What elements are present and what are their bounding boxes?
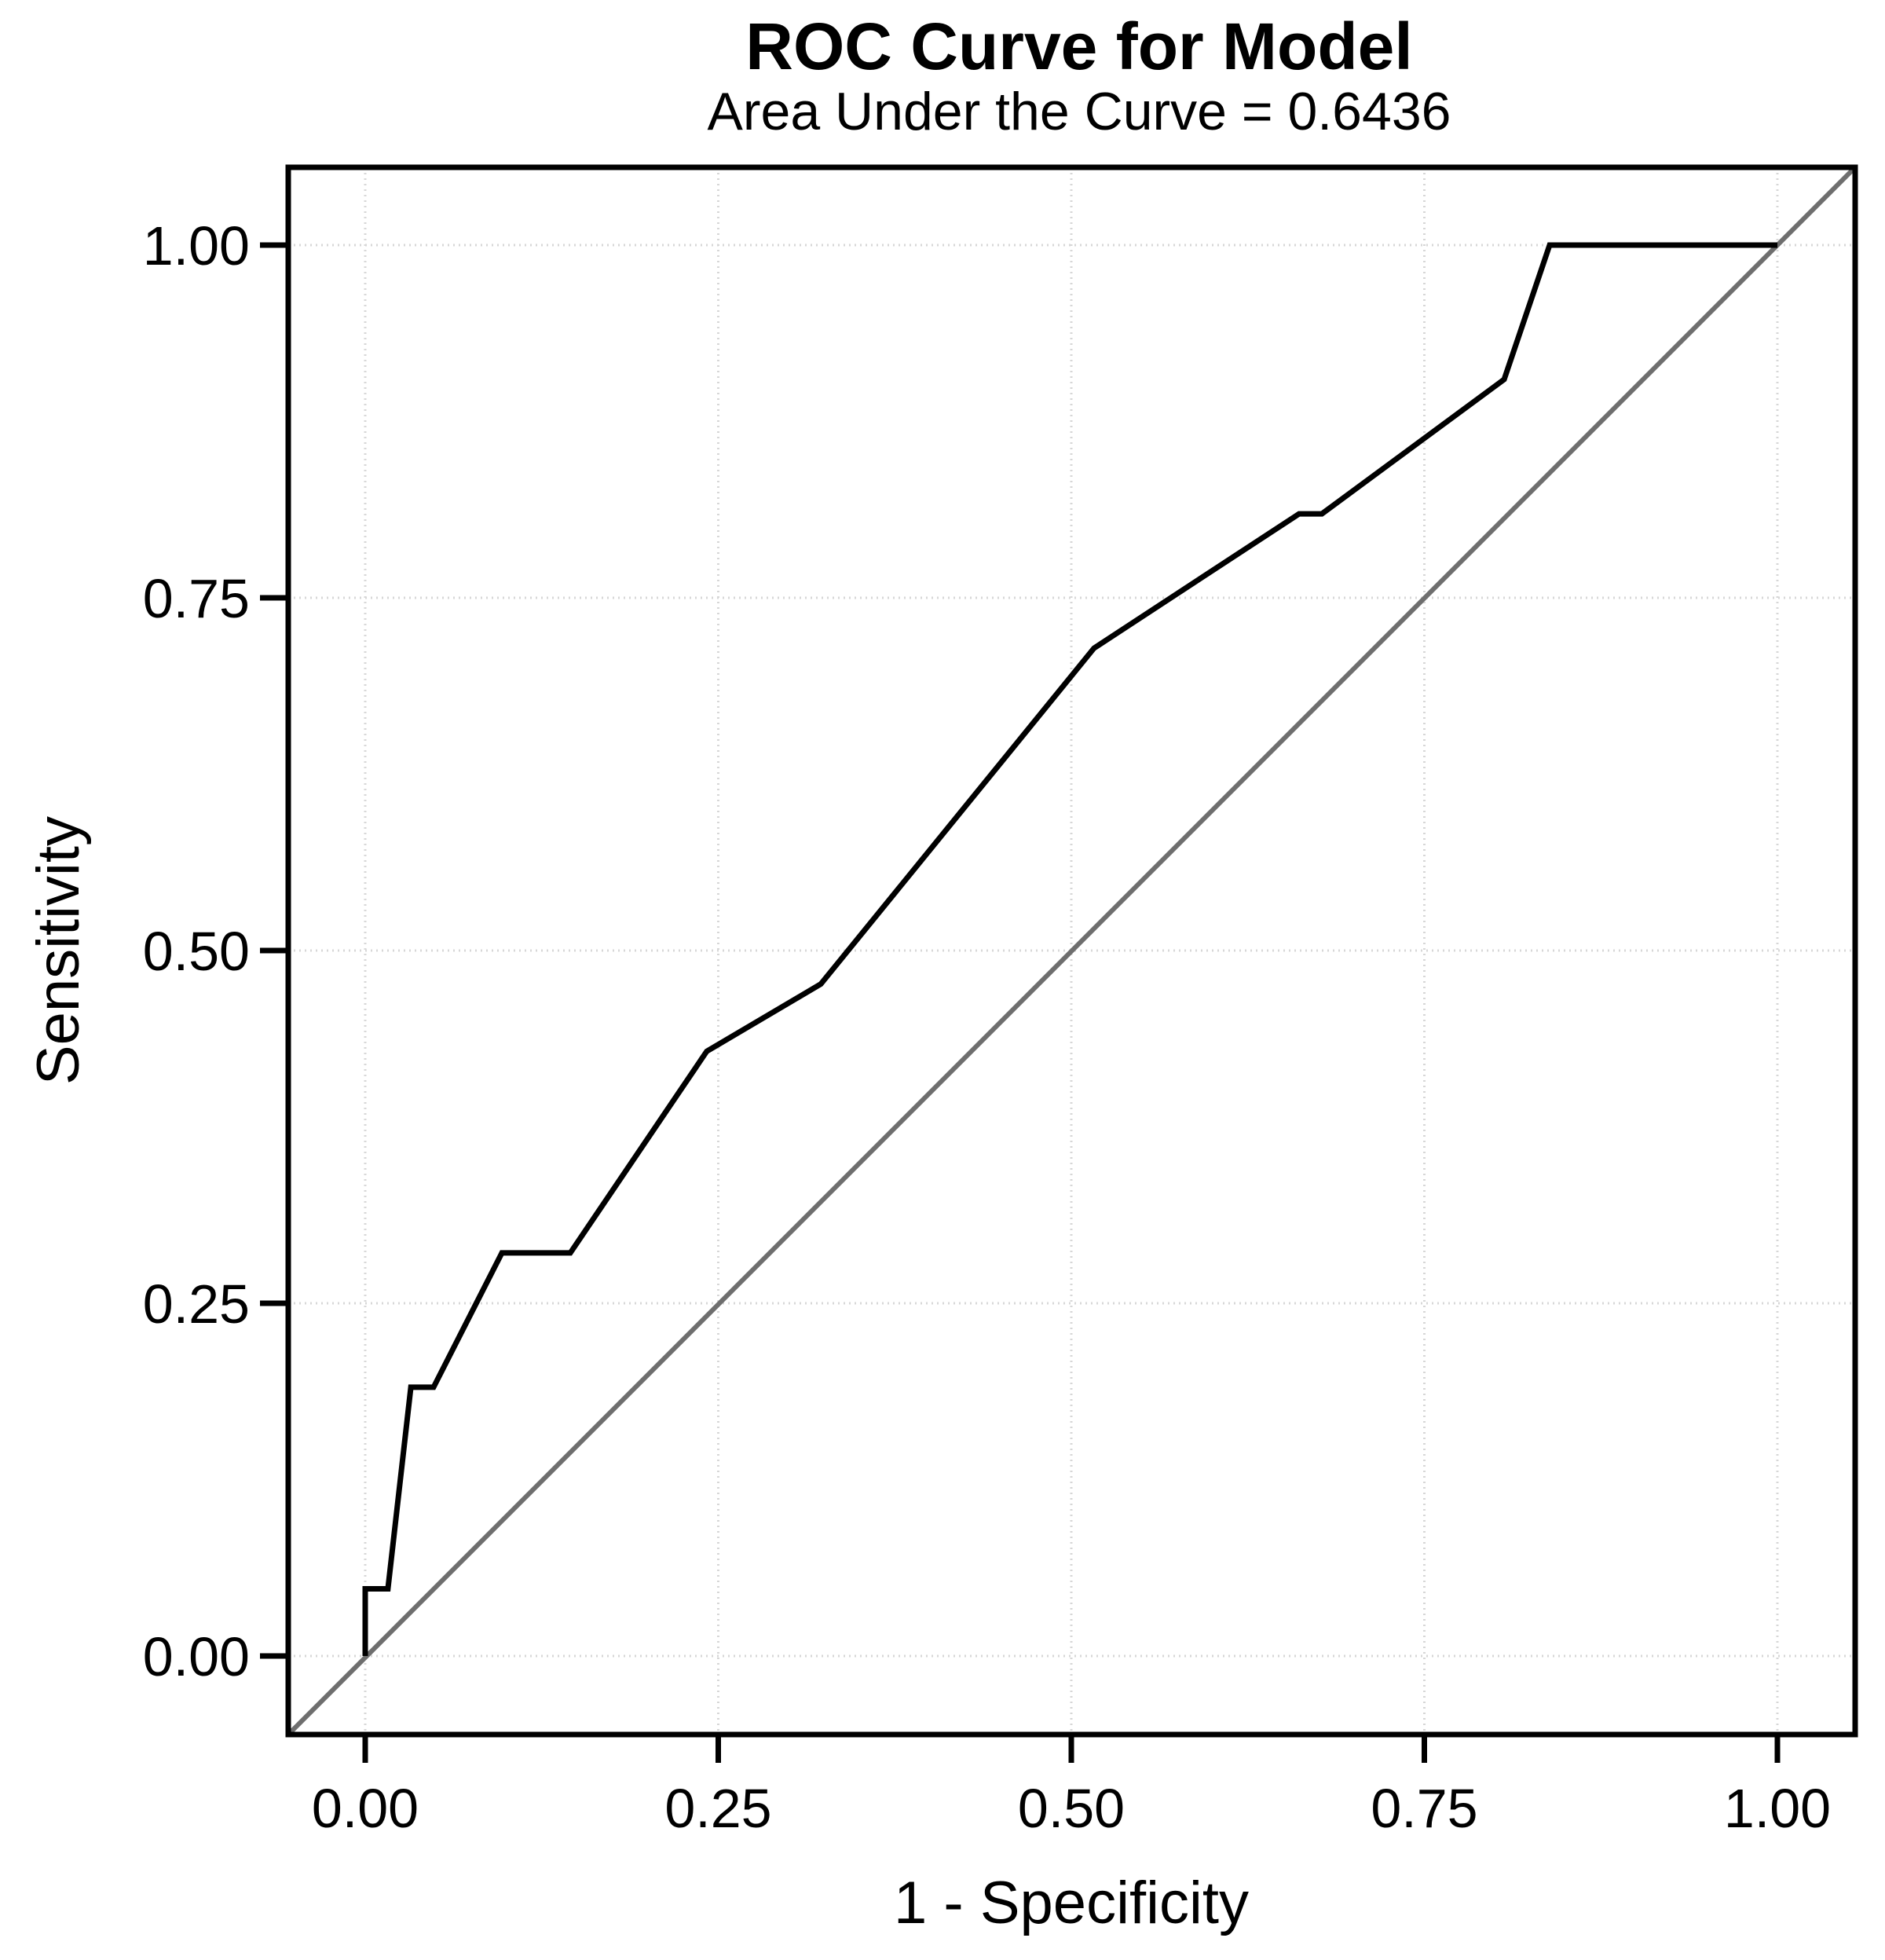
y-tick-label: 0.75: [143, 568, 250, 629]
x-tick-label: 0.50: [1018, 1778, 1125, 1839]
y-tick-label: 0.00: [143, 1626, 250, 1687]
x-tick-label: 0.00: [312, 1778, 419, 1839]
roc-curve-line: [362, 242, 1777, 1656]
y-tick-label: 0.25: [143, 1273, 250, 1335]
x-tick-label: 1.00: [1724, 1778, 1831, 1839]
x-axis-label: 1 - Specificity: [894, 1870, 1249, 1936]
y-tick-label: 0.50: [143, 921, 250, 982]
y-tick-labels: 0.00 0.25 0.50 0.75 1.00: [143, 215, 250, 1687]
reference-diagonal-line: [286, 165, 1858, 1737]
x-tick-labels: 0.00 0.25 0.50 0.75 1.00: [312, 1778, 1831, 1839]
x-tick-label: 0.25: [664, 1778, 771, 1839]
chart-title: ROC Curve for Model: [745, 9, 1412, 83]
x-tick-label: 0.75: [1371, 1778, 1477, 1839]
plot-frame: [285, 164, 1858, 1738]
y-tick-label: 1.00: [143, 215, 250, 277]
y-axis-label: Sensitivity: [25, 816, 92, 1085]
axis-ticks: [260, 242, 1781, 1763]
chart-subtitle: Area Under the Curve = 0.6436: [708, 82, 1451, 141]
